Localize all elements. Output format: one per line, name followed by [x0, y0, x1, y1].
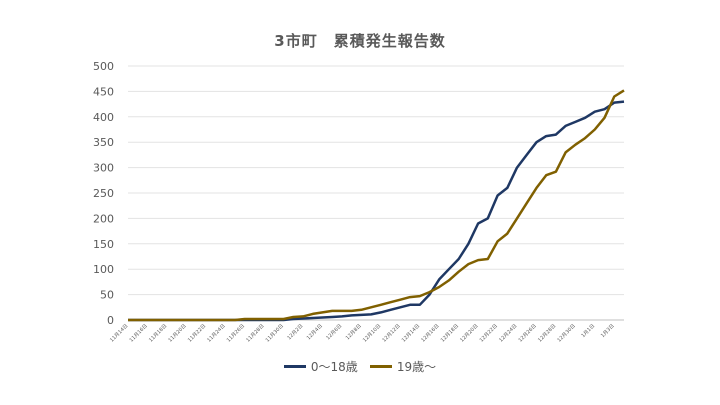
y-tick-label: 0: [107, 314, 114, 327]
x-tick-label: 11月22日: [187, 323, 207, 343]
y-tick-label: 100: [93, 263, 114, 276]
series-line-1: [128, 89, 625, 322]
x-tick-label: 12月26日: [518, 323, 538, 343]
legend: 0～18歳 19歳～: [0, 357, 720, 375]
x-tick-label: 12月16日: [420, 323, 440, 343]
x-tick-label: 12月30日: [556, 323, 576, 343]
series-lines: [128, 89, 625, 322]
x-tick-label: 1月3日: [600, 323, 616, 339]
x-tick-label: 11月18日: [148, 323, 168, 343]
x-tick-label: 12月2日: [286, 323, 304, 341]
y-tick-label: 300: [93, 162, 114, 175]
gridlines: [128, 65, 624, 321]
series-line-0: [128, 100, 625, 322]
x-tick-label: 1月1日: [580, 323, 596, 339]
y-tick-label: 200: [93, 212, 114, 225]
chart-title: 3市町 累積発生報告数: [274, 32, 446, 50]
x-tick-label: 11月26日: [226, 323, 246, 343]
x-tick-label: 11月24日: [206, 323, 226, 343]
x-tick-label: 11月30日: [265, 323, 285, 343]
x-tick-label: 12月6日: [325, 323, 343, 341]
y-tick-label: 450: [93, 85, 114, 98]
x-tick-label: 11月28日: [245, 323, 265, 343]
x-tick-label: 12月12日: [381, 323, 401, 343]
y-tick-label: 500: [93, 60, 114, 73]
y-tick-label: 250: [93, 187, 114, 200]
x-tick-label: 12月24日: [498, 323, 518, 343]
x-tick-label: 12月20日: [459, 323, 479, 343]
legend-swatch: [369, 365, 392, 368]
x-tick-label: 12月14日: [401, 323, 421, 343]
x-tick-label: 11月16日: [129, 323, 149, 343]
y-tick-label: 350: [93, 136, 114, 149]
legend-swatch: [283, 365, 306, 368]
x-tick-label: 12月4日: [306, 323, 324, 341]
y-tick-label: 150: [93, 238, 114, 251]
legend-label: 19歳～: [396, 360, 437, 374]
legend-item-0: 0～18歳: [283, 358, 358, 375]
y-axis: 0 50 100 150 200 250 300 350 400 450 500: [93, 60, 114, 327]
y-tick-label: 50: [100, 289, 114, 302]
legend-label: 0～18歳: [310, 360, 358, 374]
x-tick-label: 12月28日: [537, 323, 557, 343]
x-tick-label: 12月18日: [440, 323, 460, 343]
x-tick-label: 12月8日: [345, 323, 363, 341]
y-tick-label: 400: [93, 111, 114, 124]
x-tick-label: 12月10日: [362, 323, 382, 343]
legend-item-1: 19歳～: [369, 358, 437, 375]
x-tick-label: 12月22日: [479, 323, 499, 343]
x-axis: 11月14日 11月16日 11月18日 11月20日 11月22日 11月24日 11月2…: [109, 323, 616, 343]
x-tick-label: 11月20日: [167, 323, 187, 343]
